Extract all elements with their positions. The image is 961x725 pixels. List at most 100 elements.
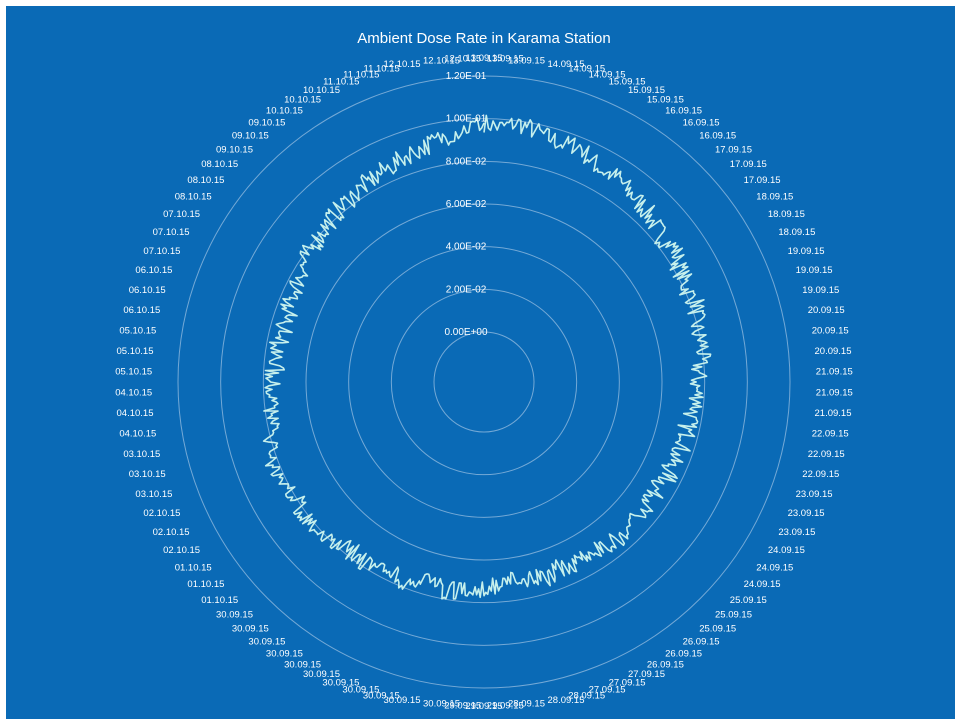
angular-tick-label: 11.10.15 [364, 64, 400, 75]
angular-tick-label: 22.09.15 [808, 449, 845, 460]
radial-tick-label: 1.20E-01 [446, 71, 487, 82]
grid-ring [177, 75, 791, 689]
angular-tick-label: 03.10.15 [129, 469, 166, 480]
angular-tick-label: 25.09.15 [715, 610, 752, 621]
angular-tick-label: 15.09.15 [628, 85, 665, 96]
angular-tick-label: 02.10.15 [153, 527, 190, 538]
angular-tick-label: 17.09.15 [715, 144, 752, 155]
chart-frame [6, 6, 955, 719]
angular-tick-label: 06.10.15 [135, 265, 172, 276]
angular-tick-label: 30.09.15 [423, 698, 460, 709]
angular-tick-label: 07.10.15 [153, 227, 190, 238]
angular-tick-label: 30.09.15 [216, 610, 253, 621]
angular-tick-label: 22.09.15 [802, 469, 839, 480]
angular-tick-label: 18.09.15 [756, 192, 793, 203]
series-layer [262, 114, 712, 600]
angular-tick-label: 30.09.15 [266, 649, 303, 660]
angular-tick-label: 17.09.15 [730, 159, 767, 170]
angular-tick-label: 03.10.15 [123, 449, 160, 460]
angular-tick-label: 18.09.15 [768, 209, 805, 220]
radial-tick-label: 0.00E+00 [444, 327, 488, 338]
angular-tick-label: 24.09.15 [744, 579, 781, 590]
angular-tick-label: 29.09.15 [444, 700, 481, 711]
angular-tick-label: 19.09.15 [802, 285, 839, 296]
grid-ring [262, 160, 706, 604]
grid-ring [433, 331, 535, 433]
angular-tick-label: 26.09.15 [665, 649, 702, 660]
angular-tick-label: 16.09.15 [665, 106, 702, 117]
angular-tick-label: 13.09.15 [508, 56, 545, 67]
angular-tick-label: 08.10.15 [175, 192, 212, 203]
angular-tick-label: 30.09.15 [384, 695, 421, 706]
angular-tick-label: 01.10.15 [175, 562, 212, 573]
angular-tick-label: 14.09.15 [548, 59, 585, 70]
angular-tick-label: 09.10.15 [248, 117, 285, 128]
angular-tick-label: 10.10.15 [303, 85, 340, 96]
radial-grid [177, 75, 791, 689]
angular-tick-label: 12.10.15 [423, 56, 460, 67]
angular-tick-label: 14.09.15 [568, 64, 605, 75]
angular-tick-label: 16.09.15 [699, 130, 736, 141]
angular-tick-label: 01.10.15 [201, 595, 238, 606]
angular-tick-label: 23.09.15 [796, 489, 833, 500]
angular-tick-label: 05.10.15 [115, 367, 152, 378]
angular-tick-label: 19.09.15 [796, 265, 833, 276]
angular-tick-label: 04.10.15 [115, 387, 152, 398]
angular-tick-label: 02.10.15 [143, 508, 180, 519]
angular-tick-label: 07.10.15 [163, 209, 200, 220]
angular-tick-label: 12.10.15 [444, 54, 481, 65]
angular-tick-label: 22.09.15 [812, 429, 849, 440]
angular-tick-label: 27.09.15 [628, 669, 665, 680]
angular-tick-label: 25.09.15 [730, 595, 767, 606]
angular-tick-label: 21.09.15 [816, 367, 853, 378]
angular-tick-label: 01.10.15 [187, 579, 224, 590]
angular-tick-label: 30.09.15 [322, 677, 359, 688]
angular-tick-label: 02.10.15 [163, 545, 200, 556]
angular-tick-label: 23.09.15 [778, 527, 815, 538]
angular-tick-label: 23.09.15 [788, 508, 825, 519]
angular-tick-label: 17.09.15 [744, 175, 781, 186]
grid-ring [348, 246, 620, 518]
angular-tick-label: 26.09.15 [683, 637, 720, 648]
angular-tick-label: 26.09.15 [647, 659, 684, 670]
radial-tick-labels: 0.00E+00 2.00E-02 4.00E-02 6.00E-02 8.00E-02… [444, 71, 488, 338]
angular-tick-label: 15.09.15 [647, 95, 684, 106]
angular-tick-label: 20.09.15 [815, 346, 852, 357]
angular-tick-label: 19.09.15 [788, 246, 825, 257]
angular-tick-label: 20.09.15 [808, 305, 845, 316]
angular-tick-label: 27.09.15 [609, 677, 646, 688]
angular-tick-label: 28.09.15 [548, 695, 585, 706]
angular-tick-label: 08.10.15 [187, 175, 224, 186]
angular-tick-label: 08.10.15 [201, 159, 238, 170]
angular-tick-label: 06.10.15 [123, 305, 160, 316]
angular-tick-label: 07.10.15 [143, 246, 180, 257]
angular-tick-label: 24.09.15 [768, 545, 805, 556]
angular-tick-label: 03.10.15 [135, 489, 172, 500]
angular-tick-label: 09.10.15 [232, 130, 269, 141]
angular-tick-label: 28.09.15 [508, 698, 545, 709]
radial-tick-label: 6.00E-02 [446, 199, 487, 210]
angular-tick-label: 30.09.15 [363, 690, 400, 701]
angular-tick-label: 16.09.15 [683, 117, 720, 128]
angular-tick-label: 04.10.15 [117, 408, 154, 419]
angular-tick-label: 09.10.15 [216, 144, 253, 155]
angular-tick-label: 05.10.15 [119, 325, 156, 336]
angular-tick-label: 24.09.15 [756, 562, 793, 573]
angular-tick-label: 29.09.15 [466, 701, 503, 712]
angular-tick-label: 30.09.15 [342, 685, 379, 696]
angular-tick-label: 25.09.15 [699, 624, 736, 635]
grid-ring [220, 118, 748, 646]
grid-ring [390, 288, 578, 476]
angular-tick-label: 28.09.15 [568, 690, 605, 701]
dose-rate-series-line [262, 114, 712, 600]
angular-tick-label: 30.09.15 [303, 669, 340, 680]
angular-tick-label: 10.10.15 [266, 106, 303, 117]
angular-tick-label: 15.09.15 [609, 77, 646, 88]
angular-tick-label: 13.09.15 [466, 53, 503, 64]
grid-ring [305, 203, 663, 561]
angular-tick-label: 13.09.15 [487, 54, 524, 65]
angular-tick-label: 30.09.15 [284, 659, 321, 670]
radial-tick-label: 4.00E-02 [446, 242, 487, 253]
angular-tick-label: 30.09.15 [232, 624, 269, 635]
